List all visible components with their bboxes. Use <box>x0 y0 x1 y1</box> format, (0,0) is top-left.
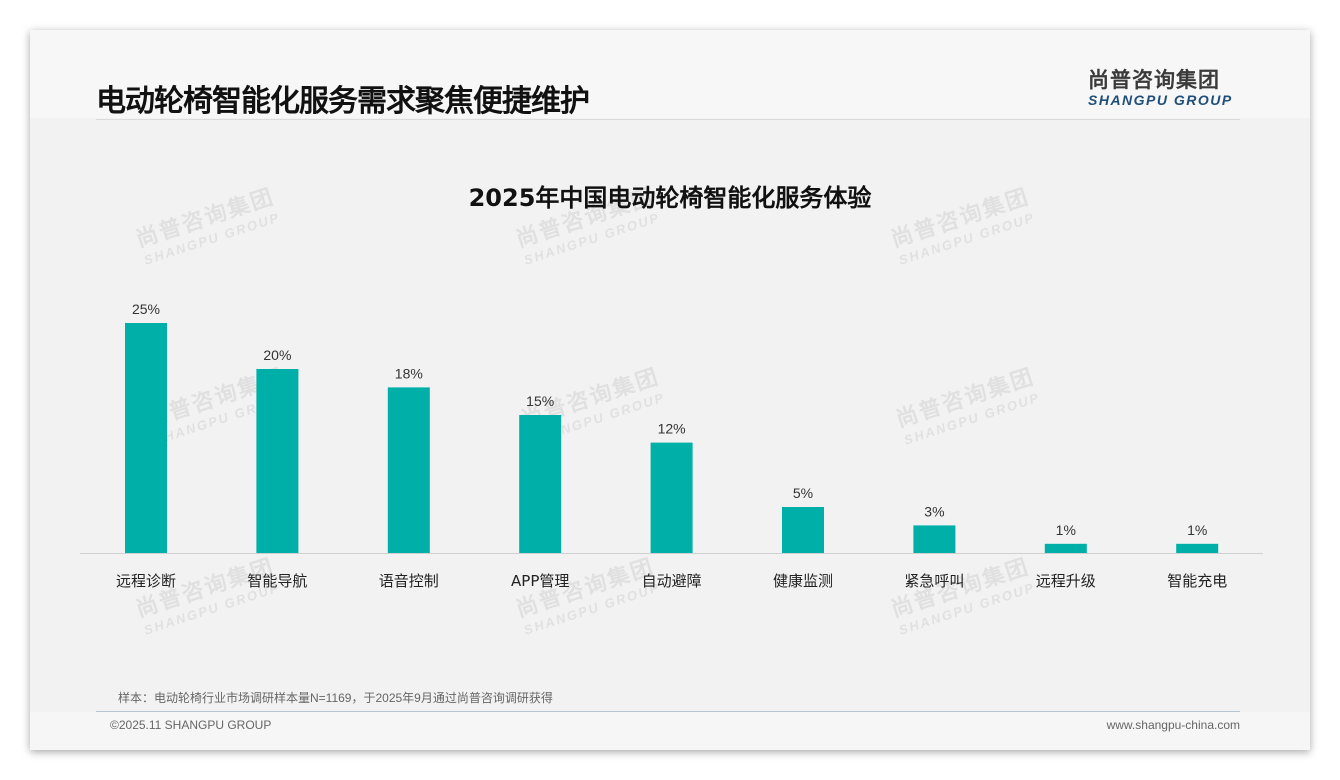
bar <box>519 415 562 553</box>
copyright: ©2025.11 SHANGPU GROUP <box>110 718 272 732</box>
bar <box>1044 543 1087 553</box>
footer-band <box>30 712 1310 750</box>
category-label: 远程升级 <box>1036 572 1096 590</box>
logo-cn: 尚普咨询集团 <box>1088 68 1220 92</box>
bar <box>125 323 167 553</box>
sample-note: 样本：电动轮椅行业市场调研样本量N=1169，于2025年9月通过尚普咨询调研获… <box>118 691 553 705</box>
category-label: 自动避障 <box>642 572 702 590</box>
category-label: 紧急呼叫 <box>904 572 964 590</box>
data-label: 3% <box>924 503 944 519</box>
category-label: 健康监测 <box>773 572 833 590</box>
header-band <box>30 30 1310 118</box>
bar <box>782 507 824 553</box>
bar <box>387 387 430 553</box>
data-label: 1% <box>1187 522 1207 538</box>
category-label: 智能导航 <box>247 572 307 590</box>
chart-title: 2025年中国电动轮椅智能化服务体验 <box>468 184 872 212</box>
data-label: 5% <box>793 485 813 501</box>
bar <box>256 369 299 553</box>
bar-chart: 25% 远程诊断 20% 智能导航 18% 语音控制 15% APP管理 12% 自动避障 5% 健康… <box>80 301 1263 590</box>
footer-divider <box>96 711 1240 712</box>
header-divider <box>96 119 1240 120</box>
category-label: APP管理 <box>511 572 569 590</box>
data-label: 12% <box>658 421 686 437</box>
data-label: 1% <box>1056 522 1076 538</box>
category-label: 智能充电 <box>1167 572 1227 590</box>
page-title: 电动轮椅智能化服务需求聚焦便捷维护 <box>96 84 590 119</box>
category-label: 远程诊断 <box>116 572 176 590</box>
slide: 电动轮椅智能化服务需求聚焦便捷维护 尚普咨询集团 SHANGPU GROUP 尚… <box>30 30 1310 750</box>
data-label: 25% <box>132 301 160 317</box>
website: www.shangpu-china.com <box>1106 718 1240 732</box>
data-label: 20% <box>263 347 291 363</box>
category-label: 语音控制 <box>379 572 439 590</box>
data-label: 18% <box>395 365 423 381</box>
data-label: 15% <box>526 393 554 409</box>
logo-en: SHANGPU GROUP <box>1088 92 1233 108</box>
logo: 尚普咨询集团 SHANGPU GROUP <box>1088 64 1233 108</box>
bar <box>650 442 693 553</box>
bar <box>1176 543 1219 553</box>
bar <box>913 525 956 553</box>
